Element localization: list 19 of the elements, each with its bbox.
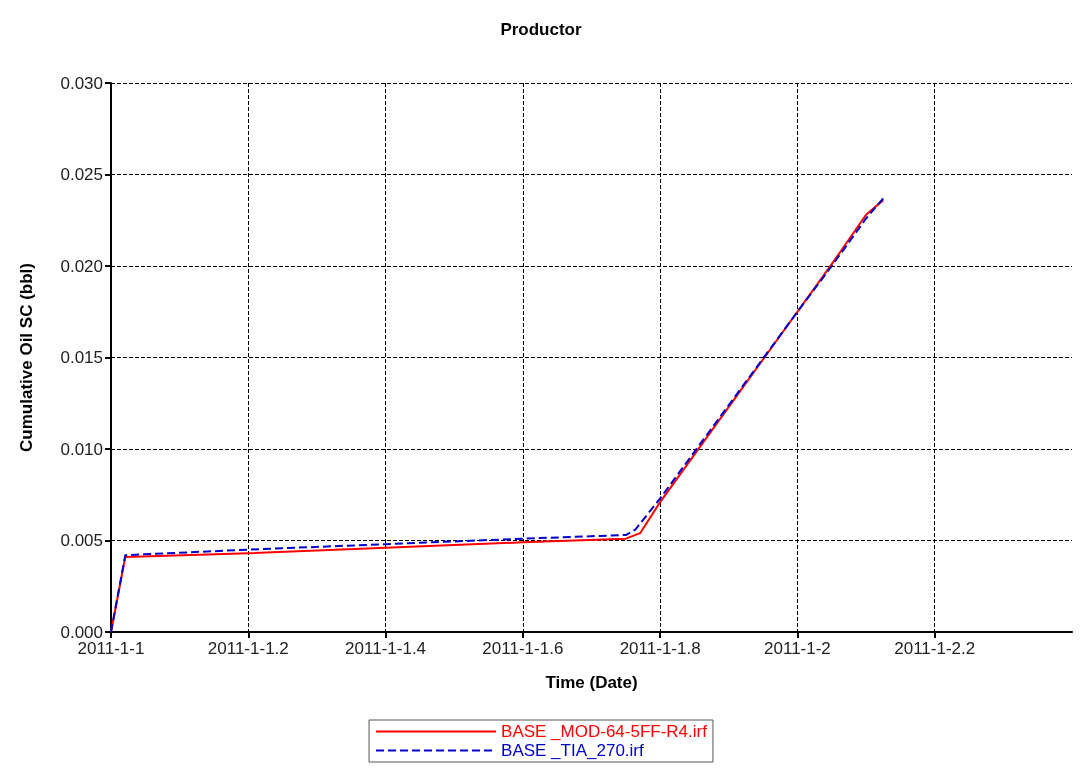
x-tick-label: 2011-1-2	[764, 639, 831, 658]
y-tick-label: 0.010	[60, 439, 103, 459]
text: BASE _TIA_270.irf	[501, 741, 644, 760]
x-tick-label: 2011-1-1	[77, 639, 145, 658]
y-tick-label: 0.025	[60, 165, 103, 184]
text: BASE _MOD-64-5FF-R4.irf	[501, 722, 708, 741]
y-tick-label: 0.005	[60, 531, 103, 550]
x-tick-label: 2011-1-1.2	[207, 639, 289, 658]
x-tick-label: 2011-1-1.4	[345, 639, 427, 658]
y-tick-label: 0.030	[60, 73, 103, 93]
x-tick-label: 2011-1-2.2	[894, 639, 976, 658]
chart-title: Productor	[500, 20, 582, 39]
x-axis-title: Time (Date)	[545, 673, 638, 692]
x-tick-label: 2011-1-1.8	[619, 639, 701, 658]
y-tick-label: 0.000	[60, 622, 103, 642]
y-tick-label: 0.015	[60, 348, 103, 367]
x-tick-label: 2011-1-1.6	[482, 639, 564, 658]
y-tick-label: 0.020	[60, 256, 103, 276]
y-axis-title: Cumulative Oil SC (bbl)	[17, 263, 36, 452]
